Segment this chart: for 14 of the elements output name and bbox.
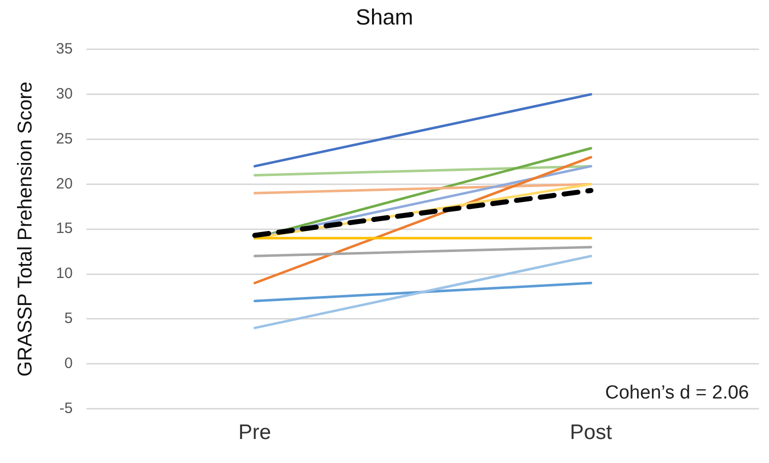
y-tick-label: 5	[64, 310, 73, 328]
y-tick-label: 0	[64, 355, 73, 372]
y-axis-title: GRASSP Total Prehension Score	[14, 82, 37, 377]
annotation: Cohen’s d = 2.06	[605, 382, 749, 404]
y-tick-label: 15	[56, 220, 73, 238]
x-tick-label: Post	[570, 421, 612, 444]
y-tick-label: 25	[56, 130, 73, 148]
y-tick-label: 20	[56, 175, 73, 192]
y-tick-label: -5	[59, 400, 73, 417]
y-tick-label: 10	[56, 265, 73, 282]
chart-title: Sham	[356, 4, 414, 30]
y-tick-label: 30	[56, 85, 73, 102]
x-tick-label: Pre	[238, 421, 272, 444]
y-tick-label: 35	[56, 40, 73, 58]
